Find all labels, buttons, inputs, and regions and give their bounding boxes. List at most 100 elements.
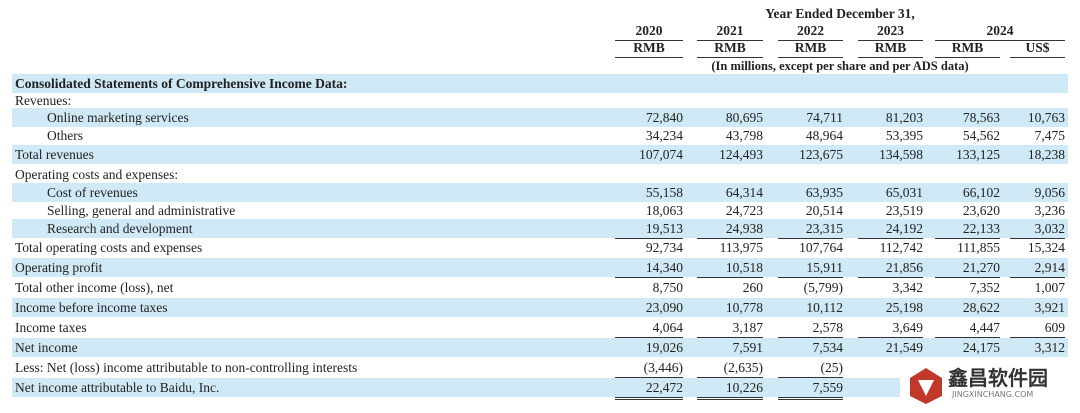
cell-value: 65,031 [885, 185, 923, 200]
cell-value: 28,622 [962, 300, 1000, 315]
cell-value: 3,342 [892, 280, 923, 295]
row-label: Others [47, 128, 83, 143]
row-label: Selling, general and administrative [47, 203, 236, 218]
cell-value: 107,074 [639, 147, 683, 162]
row-band [12, 378, 1068, 397]
cell-value: 107,764 [799, 240, 843, 255]
cell-value: (3,446) [615, 359, 683, 378]
cell-value: 10,226 [697, 379, 763, 400]
cell-value: 18,063 [645, 203, 683, 218]
year-header: 2024 [935, 22, 1065, 41]
cell-value: 10,518 [697, 259, 763, 278]
cell-value: 14,340 [615, 259, 683, 278]
cell-value: 22,472 [615, 379, 683, 400]
currency-header: US$ [1010, 39, 1065, 58]
cell-value: 7,352 [969, 280, 1000, 295]
cell-value: 24,938 [697, 220, 763, 239]
currency-header: RMB [697, 39, 763, 58]
cell-value: 80,695 [725, 110, 763, 125]
row-band [12, 219, 1068, 238]
cell-value: 78,563 [962, 110, 1000, 125]
cell-value: 74,711 [806, 110, 843, 125]
cell-value: 64,314 [725, 185, 763, 200]
cell-value: 15,911 [778, 259, 843, 278]
cell-value: 111,855 [957, 240, 1000, 255]
row-band [12, 145, 1068, 164]
cell-value: 124,493 [719, 147, 763, 162]
row-label: Total revenues [15, 147, 94, 162]
currency-header: RMB [615, 39, 683, 58]
row-label: Less: Net (loss) income attributable to … [15, 360, 358, 375]
cell-value: 34,234 [615, 127, 683, 146]
watermark-url: JINGXINCHANG.COM [952, 390, 1034, 399]
cell-value: (5,799) [803, 280, 843, 295]
cell-value: 21,270 [935, 259, 1000, 278]
row-label: Income before income taxes [15, 300, 168, 315]
year-header: 2020 [615, 22, 683, 41]
row-band [12, 108, 1068, 127]
year-header: 2022 [778, 22, 843, 41]
cell-value: 3,921 [1034, 300, 1065, 315]
cell-value: 7,475 [1010, 127, 1065, 146]
cell-value: 3,032 [1010, 220, 1065, 239]
cell-value: 10,112 [806, 300, 843, 315]
watermark: 鑫昌软件园 JINGXINCHANG.COM [900, 362, 1070, 410]
cell-value: 7,534 [812, 340, 843, 355]
cell-value: 7,559 [778, 379, 843, 400]
cell-value: 92,734 [645, 240, 683, 255]
cell-value: 53,395 [858, 127, 923, 146]
cell-value: 3,649 [858, 319, 923, 338]
cell-value: 4,064 [615, 319, 683, 338]
row-label: Total operating costs and expenses [15, 240, 203, 255]
section-title: Consolidated Statements of Comprehensive… [15, 76, 348, 91]
row-band [12, 338, 1068, 357]
cell-value: 22,133 [935, 220, 1000, 239]
cell-value: 24,723 [725, 203, 763, 218]
cell-value: 112,742 [879, 240, 923, 255]
cell-value: 23,519 [885, 203, 923, 218]
cell-value: 23,090 [645, 300, 683, 315]
row-label: Operating profit [15, 260, 103, 275]
cell-value: (2,635) [697, 359, 763, 378]
currency-header: RMB [778, 39, 843, 58]
row-label: Income taxes [15, 320, 87, 335]
cell-value: 3,187 [697, 319, 763, 338]
row-label: Online marketing services [47, 110, 189, 125]
cell-value: 24,192 [858, 220, 923, 239]
cell-value: 18,238 [1027, 147, 1065, 162]
cell-value: 123,675 [799, 147, 843, 162]
cell-value: 10,763 [1027, 110, 1065, 125]
cell-value: 21,856 [858, 259, 923, 278]
row-label: Research and development [47, 221, 193, 236]
cell-value: 63,935 [805, 185, 843, 200]
cell-value: 55,158 [645, 185, 683, 200]
cell-value: 9,056 [1034, 185, 1065, 200]
cell-value: 23,315 [778, 220, 843, 239]
cell-value: 15,324 [1027, 240, 1065, 255]
cell-value: 4,447 [935, 319, 1000, 338]
cell-value: 72,840 [645, 110, 683, 125]
cell-value: 1,007 [1034, 280, 1065, 295]
cell-value: 260 [742, 280, 763, 295]
row-label: Net income attributable to Baidu, Inc. [15, 380, 220, 395]
header-title: Year Ended December 31, [765, 6, 915, 21]
row-band [12, 183, 1068, 202]
cell-value: 609 [1010, 319, 1065, 338]
cell-value: 25,198 [885, 300, 923, 315]
currency-header: RMB [935, 39, 1000, 58]
year-header: 2021 [697, 22, 763, 41]
cell-value: 2,578 [778, 319, 843, 338]
cell-value: 113,975 [719, 240, 763, 255]
header-note: (In millions, except per share and per A… [711, 59, 969, 73]
cell-value: 134,598 [879, 147, 923, 162]
cell-value: 81,203 [885, 110, 923, 125]
cell-value: 20,514 [805, 203, 843, 218]
currency-header: RMB [858, 39, 923, 58]
cell-value: 133,125 [956, 147, 1000, 162]
cell-value: 23,620 [962, 203, 1000, 218]
row-label: Net income [15, 340, 78, 355]
cell-value: 19,026 [645, 340, 683, 355]
row-label: Revenues: [15, 93, 72, 108]
cell-value: 43,798 [697, 127, 763, 146]
